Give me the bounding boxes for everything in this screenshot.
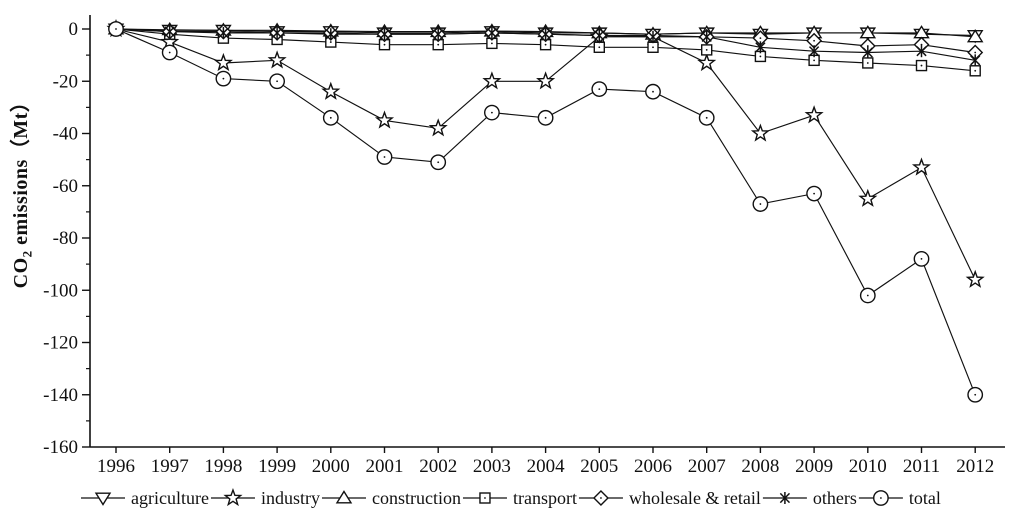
y-tick-label: 0 xyxy=(69,19,79,40)
y-tick-label: -20 xyxy=(53,71,78,92)
y-tick-label: -80 xyxy=(53,228,78,249)
y-tick-label: -140 xyxy=(43,385,78,406)
series-markers-wholesale-retail xyxy=(108,21,984,61)
legend-label: total xyxy=(909,488,941,508)
legend-item-total: total xyxy=(858,488,941,508)
x-tick-label: 2006 xyxy=(634,456,672,477)
x-tick-label: 1998 xyxy=(204,456,242,477)
legend-label: construction xyxy=(372,488,461,508)
series-markers xyxy=(106,18,985,403)
x-tick-label: 2012 xyxy=(956,456,994,477)
y-tick-label: -100 xyxy=(43,280,78,301)
legend-label: agriculture xyxy=(131,488,209,508)
x-tick-label: 2010 xyxy=(849,456,887,477)
legend-item-wholesale-retail: wholesale & retail xyxy=(578,488,761,508)
legend-label: industry xyxy=(261,488,320,508)
axes: 0 -20 -40 -60 -80 -100 -120 -140 -160 1996 1997 199… xyxy=(43,15,1005,477)
x-tick-label: 1996 xyxy=(97,456,135,477)
legend-item-others: others xyxy=(762,488,857,508)
x-tick-label: 2003 xyxy=(473,456,511,477)
series-markers-total xyxy=(108,21,984,403)
x-tick-label: 2007 xyxy=(688,456,726,477)
x-tick-label: 1997 xyxy=(151,456,189,477)
x-tick-label: 2011 xyxy=(903,456,940,477)
legend-item-industry: industry xyxy=(210,487,320,508)
x-tick-label: 2005 xyxy=(580,456,618,477)
series-markers-industry xyxy=(106,18,985,288)
x-tick-label: 1999 xyxy=(258,456,296,477)
legend-label: wholesale & retail xyxy=(629,488,761,508)
legend-item-construction: construction xyxy=(321,488,461,508)
y-tick-label: -40 xyxy=(53,124,78,145)
x-tick-label: 2001 xyxy=(366,456,404,477)
y-tick-label: -160 xyxy=(43,437,78,458)
x-tick-label: 2009 xyxy=(795,456,833,477)
x-tick-label: 2004 xyxy=(527,456,566,477)
x-tick-label: 2008 xyxy=(741,456,779,477)
legend-item-agriculture: agriculture xyxy=(81,488,209,508)
series-line-industry xyxy=(115,28,976,281)
legend-label: others xyxy=(813,488,857,508)
y-tick-label: -120 xyxy=(43,333,78,354)
legend-item-transport: transport xyxy=(462,488,577,508)
y-tick-label: -60 xyxy=(53,176,78,197)
x-tick-label: 2000 xyxy=(312,456,350,477)
x-tick-label: 2002 xyxy=(419,456,457,477)
y-axis-title: CO2 emissions（Mt） xyxy=(9,92,35,289)
legend-label: transport xyxy=(513,488,577,508)
legend: agriculture industry construction transport… xyxy=(81,487,941,508)
